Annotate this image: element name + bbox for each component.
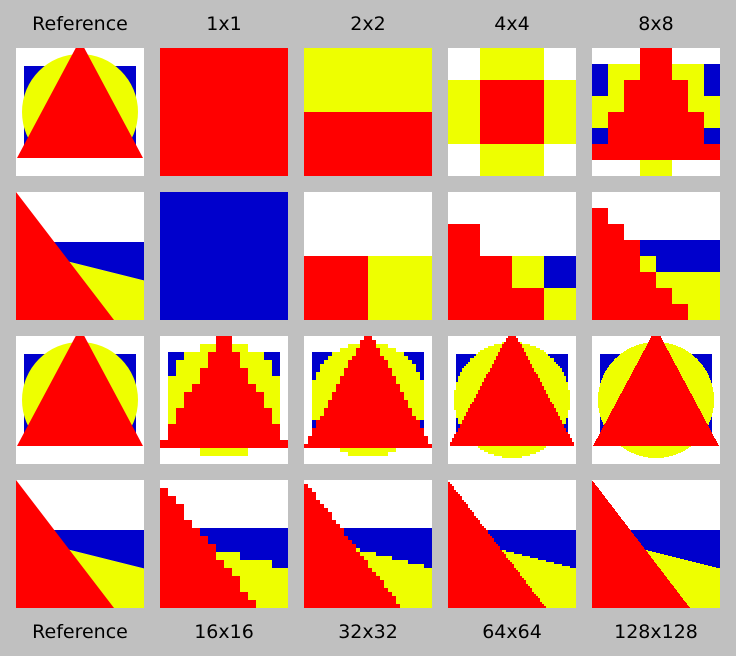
tile-diagonal-64 (448, 480, 576, 608)
tile-triangle-1 (160, 48, 288, 176)
tile-diagonal-128 (592, 480, 720, 608)
label-reference-top: Reference (32, 13, 128, 35)
tile-diagonal-32 (304, 480, 432, 608)
reference-diagonal-top (16, 192, 144, 320)
label-16x16: 16x16 (194, 621, 254, 643)
tile-diagonal-1 (160, 192, 288, 320)
label-128x128: 128x128 (614, 621, 698, 643)
tile-diagonal-4 (448, 192, 576, 320)
tile-triangle-64 (448, 336, 576, 464)
label-reference-bottom: Reference (32, 621, 128, 643)
tile-triangle-2 (304, 48, 432, 176)
label-64x64: 64x64 (482, 621, 542, 643)
label-32x32: 32x32 (338, 621, 398, 643)
tile-diagonal-8 (592, 192, 720, 320)
tile-triangle-128 (592, 336, 720, 464)
tile-diagonal-2 (304, 192, 432, 320)
tile-triangle-8 (592, 48, 720, 176)
tile-triangle-16 (160, 336, 288, 464)
reference-diagonal-bottom (16, 480, 144, 608)
label-4x4: 4x4 (494, 13, 530, 35)
label-2x2: 2x2 (350, 13, 386, 35)
label-1x1: 1x1 (206, 13, 242, 35)
reference-triangle-bottom (16, 336, 144, 464)
label-8x8: 8x8 (638, 13, 674, 35)
tile-triangle-4 (448, 48, 576, 176)
tile-diagonal-16 (160, 480, 288, 608)
reference-triangle-top (16, 48, 144, 176)
tile-triangle-32 (304, 336, 432, 464)
